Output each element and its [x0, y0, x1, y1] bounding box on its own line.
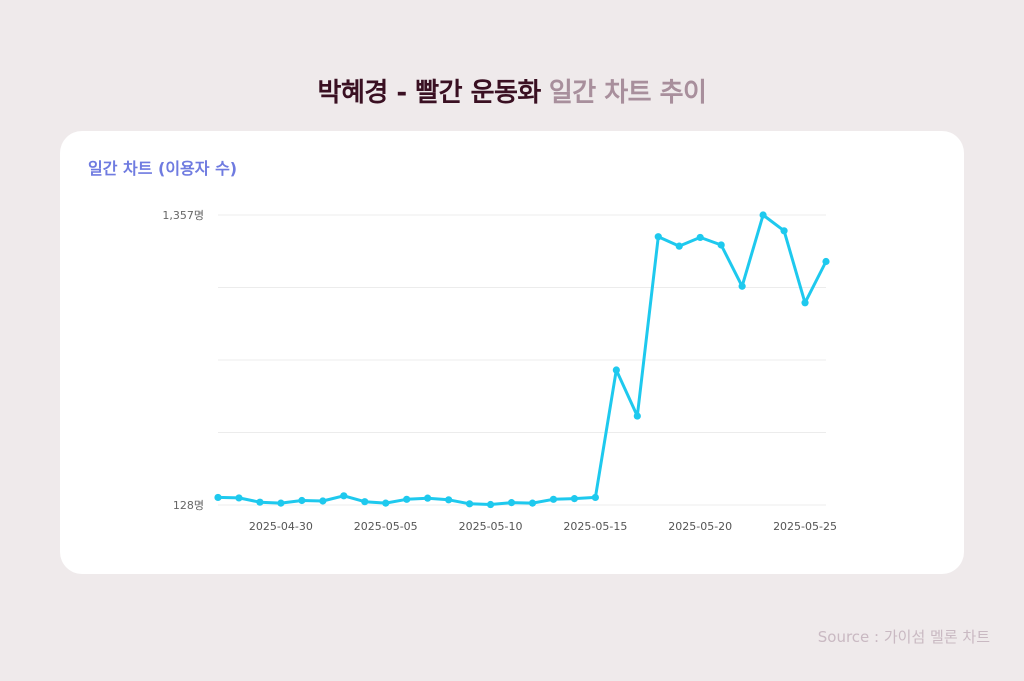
y-axis: 1,357명 128명: [162, 209, 204, 512]
data-point: [801, 299, 809, 307]
grid-lines: [218, 214, 826, 506]
y-tick-label: 1,357명: [162, 209, 204, 222]
x-tick-label: 2025-05-25: [773, 520, 837, 533]
data-point: [549, 495, 558, 503]
data-point: [738, 282, 746, 290]
data-point: [759, 211, 767, 219]
title-main: 박혜경 - 빨간 운동화: [317, 78, 542, 108]
data-point: [277, 499, 285, 507]
source-note: Source : 가이섬 멜론 차트: [817, 628, 990, 646]
data-point: [424, 494, 432, 502]
data-point: [403, 495, 411, 503]
y-tick-label: 128명: [173, 499, 204, 512]
chart-label: 일간 차트 (이용자 수): [88, 159, 238, 178]
title-sub: 일간 차트 추이: [548, 78, 707, 108]
data-point: [340, 492, 348, 500]
data-point: [445, 496, 453, 504]
data-point: [822, 257, 830, 266]
data-point: [570, 495, 579, 503]
data-point: [256, 498, 264, 506]
data-point: [319, 497, 327, 505]
data-point: [486, 500, 495, 509]
x-tick-label: 2025-04-30: [249, 520, 313, 533]
x-tick-label: 2025-05-15: [563, 520, 627, 533]
x-tick-label: 2025-05-20: [668, 520, 732, 533]
data-point: [717, 241, 725, 249]
data-point: [507, 499, 516, 507]
data-point: [654, 233, 662, 241]
data-point: [612, 366, 620, 374]
data-point: [591, 493, 599, 502]
data-point: [298, 496, 306, 505]
data-point: [361, 498, 369, 506]
data-point: [633, 412, 641, 420]
data-points: [214, 211, 830, 509]
data-point: [696, 233, 704, 242]
data-point: [382, 499, 390, 507]
data-point: [235, 494, 243, 502]
page-title: 박혜경 - 빨간 운동화 일간 차트 추이: [0, 72, 1024, 109]
data-point: [780, 227, 788, 235]
x-tick-label: 2025-05-05: [354, 520, 418, 533]
data-point: [465, 500, 474, 508]
data-point: [528, 499, 537, 507]
data-point: [214, 493, 222, 502]
x-tick-label: 2025-05-10: [459, 520, 523, 533]
x-axis: 2025-04-30 2025-05-05 2025-05-10 2025-05-15…: [249, 520, 837, 533]
data-point: [675, 242, 683, 250]
